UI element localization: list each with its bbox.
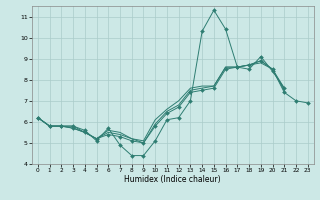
X-axis label: Humidex (Indice chaleur): Humidex (Indice chaleur) (124, 175, 221, 184)
